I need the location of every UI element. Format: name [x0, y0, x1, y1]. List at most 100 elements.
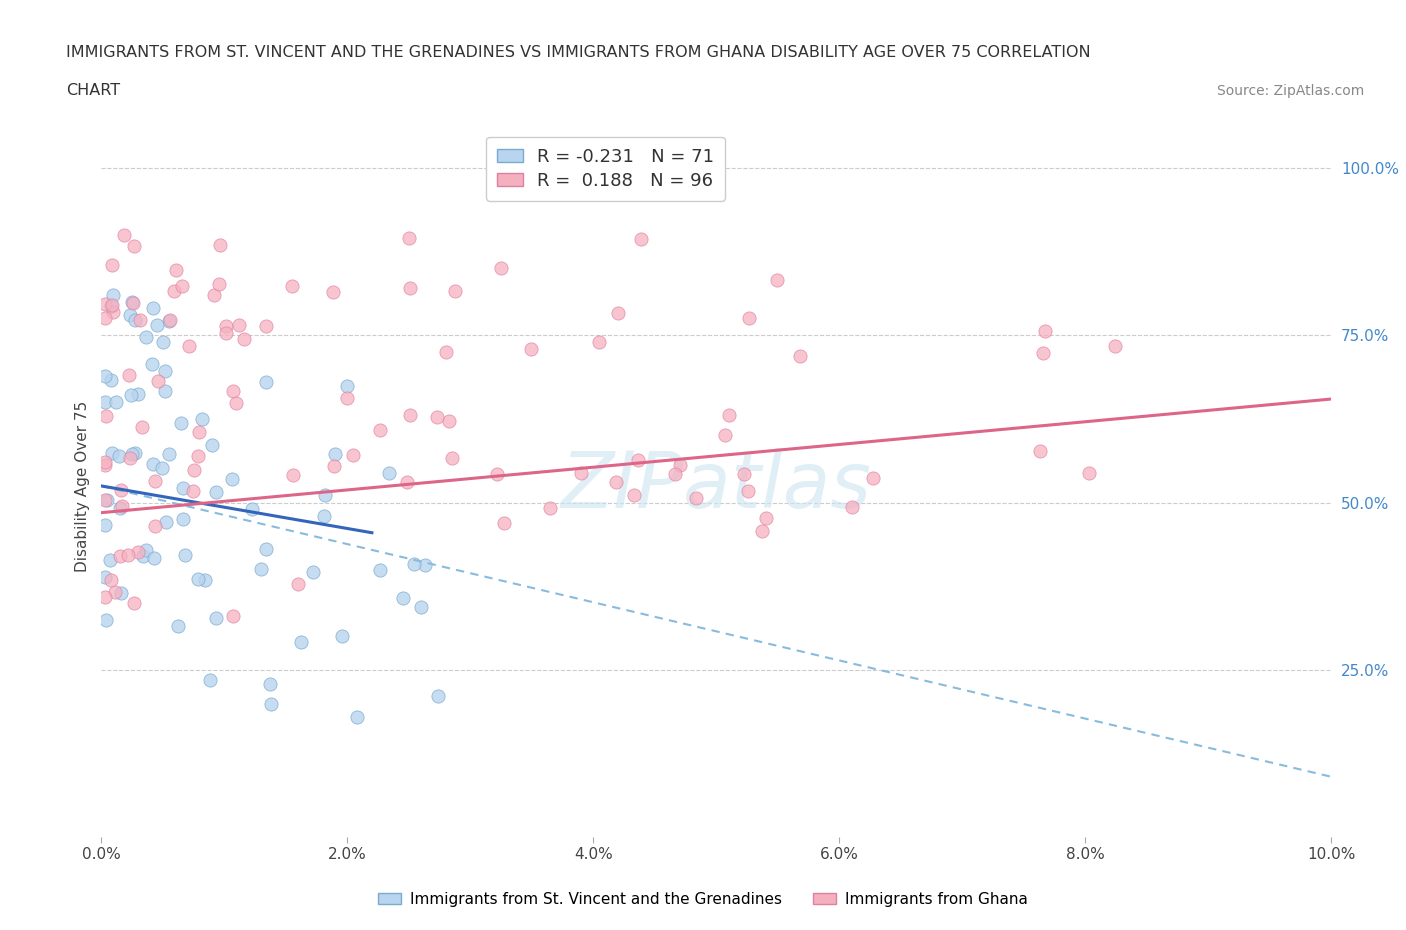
Point	[737, 484, 759, 498]
Point	[94, 455, 117, 470]
Point	[1033, 324, 1056, 339]
Point	[281, 467, 304, 482]
Point	[520, 341, 543, 356]
Point	[751, 524, 773, 538]
Point	[427, 689, 450, 704]
Point	[94, 493, 117, 508]
Point	[94, 570, 117, 585]
Point	[111, 498, 134, 513]
Point	[302, 565, 325, 579]
Point	[322, 285, 344, 299]
Point	[668, 458, 690, 472]
Point	[205, 485, 228, 499]
Point	[94, 409, 117, 424]
Point	[664, 467, 686, 482]
Point	[607, 306, 630, 321]
Point	[323, 458, 346, 473]
Text: IMMIGRANTS FROM ST. VINCENT AND THE GRENADINES VS IMMIGRANTS FROM GHANA DISABILI: IMMIGRANTS FROM ST. VINCENT AND THE GREN…	[66, 46, 1091, 60]
Point	[765, 272, 787, 287]
Point	[225, 395, 247, 410]
Point	[150, 460, 173, 475]
Point	[205, 611, 228, 626]
Point	[110, 585, 132, 600]
Point	[127, 544, 149, 559]
Point	[129, 313, 152, 328]
Point	[187, 449, 209, 464]
Point	[280, 278, 302, 293]
Point	[118, 308, 141, 323]
Point	[131, 549, 153, 564]
Point	[208, 276, 231, 291]
Point	[172, 481, 194, 496]
Point	[254, 318, 277, 333]
Point	[103, 287, 125, 302]
Point	[174, 547, 197, 562]
Point	[486, 466, 509, 481]
Point	[368, 423, 391, 438]
Point	[153, 364, 176, 379]
Point	[312, 509, 335, 524]
Point	[409, 600, 432, 615]
Point	[254, 375, 277, 390]
Point	[191, 412, 214, 427]
Point	[169, 416, 191, 431]
Legend: Immigrants from St. Vincent and the Grenadines, Immigrants from Ghana: Immigrants from St. Vincent and the Gren…	[373, 886, 1033, 913]
Point	[94, 369, 117, 384]
Point	[228, 317, 250, 332]
Point	[100, 372, 122, 387]
Point	[103, 304, 125, 319]
Point	[101, 445, 124, 460]
Point	[718, 407, 741, 422]
Text: CHART: CHART	[66, 83, 120, 98]
Point	[167, 618, 190, 633]
Point	[94, 517, 117, 532]
Point	[146, 317, 169, 332]
Point	[118, 367, 141, 382]
Point	[1032, 345, 1054, 360]
Point	[194, 573, 217, 588]
Point	[1078, 465, 1101, 480]
Point	[538, 501, 561, 516]
Point	[489, 261, 512, 276]
Point	[135, 329, 157, 344]
Text: Source: ZipAtlas.com: Source: ZipAtlas.com	[1216, 84, 1364, 98]
Point	[623, 487, 645, 502]
Point	[201, 438, 224, 453]
Point	[755, 511, 778, 525]
Point	[100, 572, 122, 587]
Point	[569, 465, 592, 480]
Point	[437, 414, 460, 429]
Point	[187, 424, 209, 439]
Point	[290, 634, 312, 649]
Point	[100, 299, 122, 313]
Point	[605, 474, 627, 489]
Point	[208, 238, 231, 253]
Point	[163, 284, 186, 299]
Point	[122, 595, 145, 610]
Point	[1029, 444, 1052, 458]
Point	[183, 462, 205, 477]
Point	[121, 446, 143, 461]
Point	[202, 288, 225, 303]
Point	[240, 501, 263, 516]
Point	[104, 395, 127, 410]
Point	[122, 238, 145, 253]
Point	[738, 311, 761, 325]
Point	[94, 458, 117, 472]
Point	[155, 384, 177, 399]
Point	[117, 548, 139, 563]
Point	[398, 231, 420, 246]
Point	[415, 557, 437, 572]
Point	[143, 518, 166, 533]
Point	[96, 492, 118, 507]
Point	[112, 228, 135, 243]
Point	[336, 391, 359, 405]
Point	[323, 446, 346, 461]
Point	[108, 549, 131, 564]
Point	[107, 449, 129, 464]
Point	[588, 335, 610, 350]
Point	[404, 556, 426, 571]
Point	[492, 515, 515, 530]
Point	[440, 450, 463, 465]
Point	[368, 563, 391, 578]
